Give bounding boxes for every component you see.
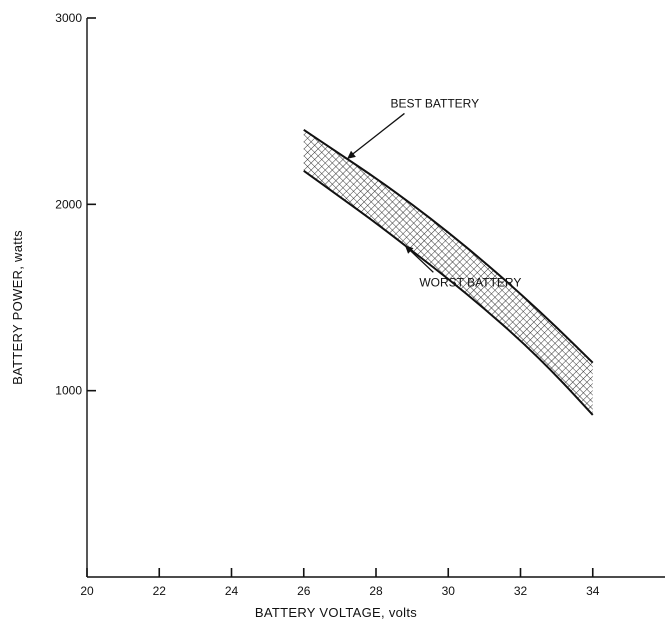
x-axis-label: BATTERY VOLTAGE, volts bbox=[255, 605, 417, 620]
x-tick-label: 32 bbox=[514, 584, 528, 598]
annotation-label: BEST BATTERY bbox=[390, 96, 479, 110]
axes: 20 22 24 26 28 30 32 34 1000 2000 3000 bbox=[55, 11, 665, 598]
y-tick-label: 3000 bbox=[55, 11, 82, 25]
annotation-arrow-head bbox=[347, 150, 356, 159]
x-tick-label: 24 bbox=[225, 584, 239, 598]
x-tick-label: 30 bbox=[442, 584, 456, 598]
performance-band bbox=[303, 129, 593, 415]
annotation-arrow-line bbox=[348, 112, 405, 158]
y-tick-label: 1000 bbox=[55, 384, 82, 398]
annotation-arrow-line bbox=[406, 246, 434, 273]
x-tick-label: 34 bbox=[586, 584, 600, 598]
x-tick-label: 20 bbox=[80, 584, 94, 598]
series-line-worst-battery bbox=[303, 169, 594, 416]
x-tick-label: 22 bbox=[153, 584, 167, 598]
plot-area: BEST BATTERY WORST BATTERY bbox=[303, 96, 594, 416]
y-axis-label: BATTERY POWER, watts bbox=[10, 230, 25, 385]
y-tick-label: 2000 bbox=[55, 197, 82, 211]
annotation-label: WORST BATTERY bbox=[419, 275, 521, 289]
x-tick-label: 28 bbox=[369, 584, 383, 598]
x-tick-label: 26 bbox=[297, 584, 311, 598]
annotation-arrow-head bbox=[404, 245, 414, 254]
series-line-best-battery bbox=[303, 128, 594, 364]
